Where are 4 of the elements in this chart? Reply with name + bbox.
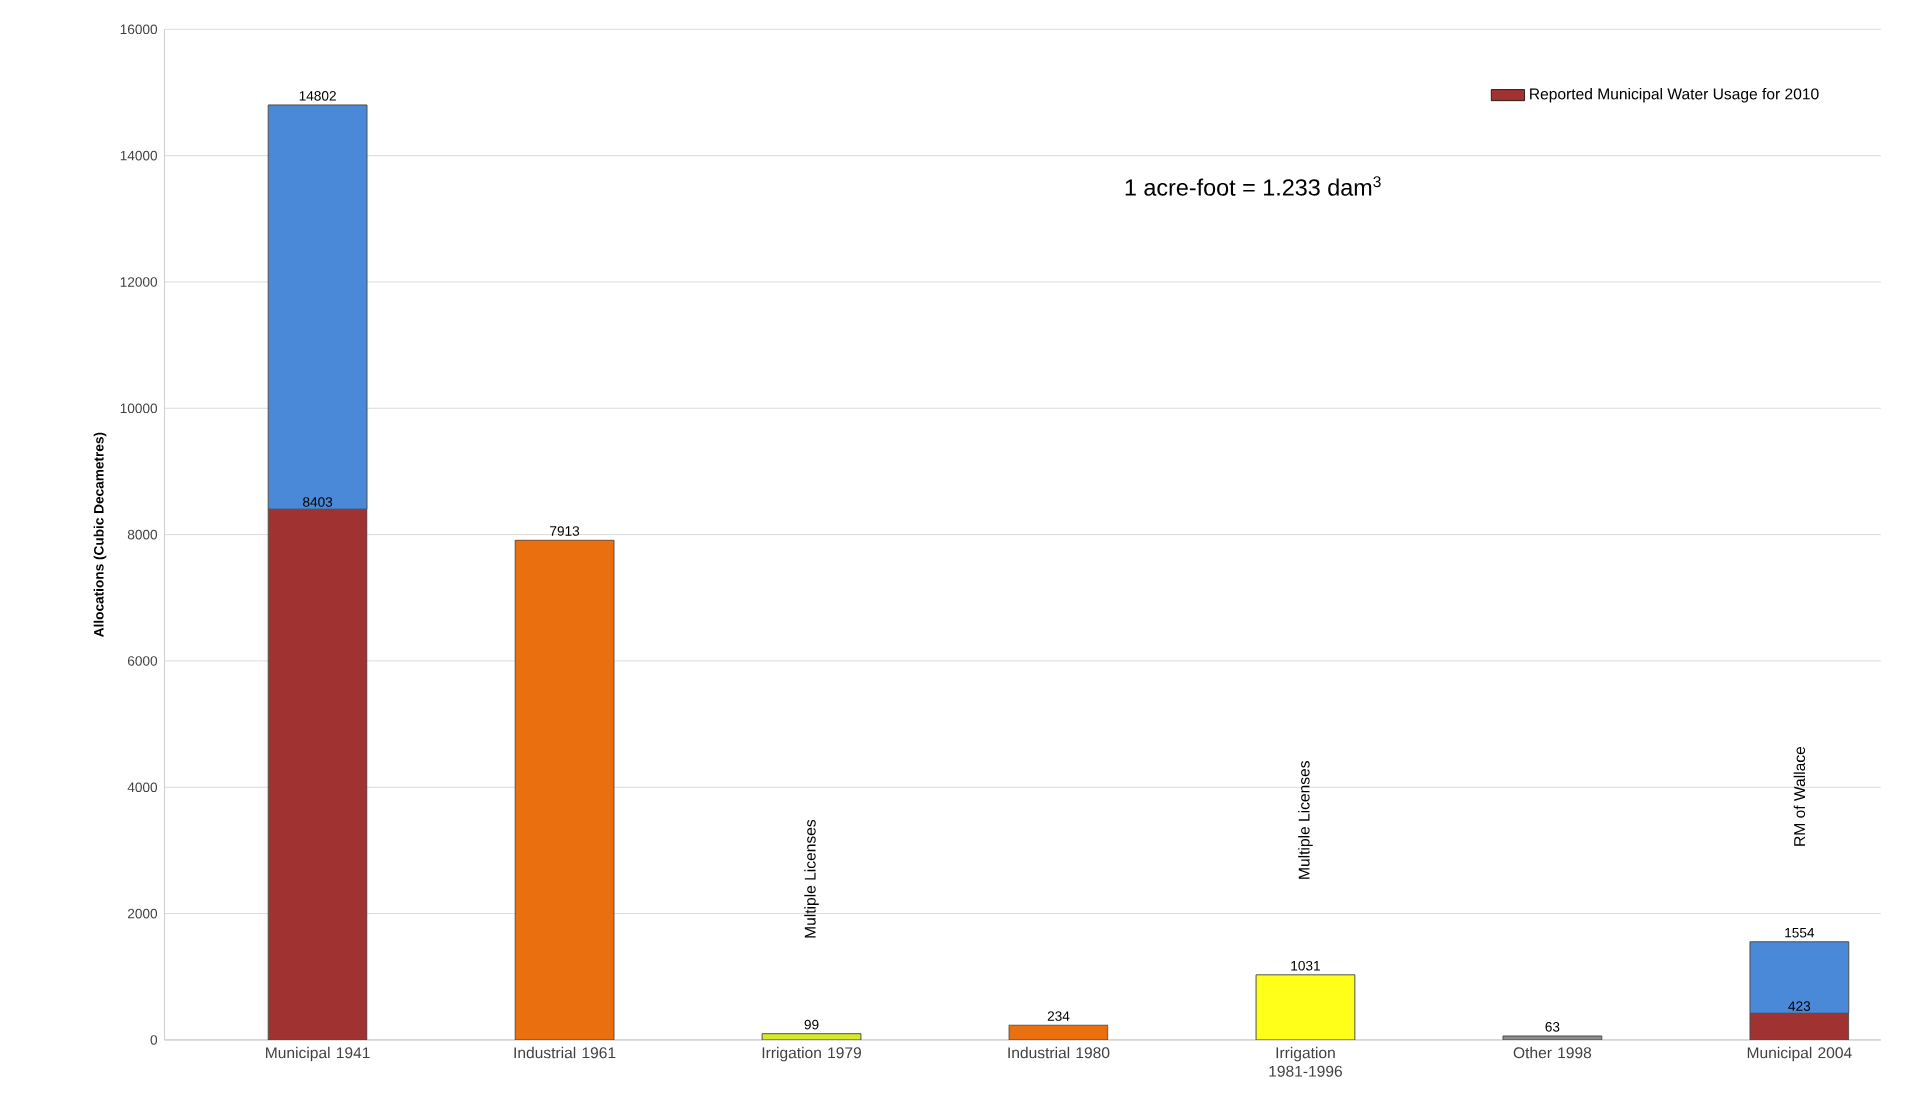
bar (1255, 974, 1356, 1040)
bar (761, 1033, 862, 1040)
bar (514, 539, 615, 1040)
annotation: 1 acre-foot = 1.233 dam$^{3}$ (1125, 176, 1381, 196)
